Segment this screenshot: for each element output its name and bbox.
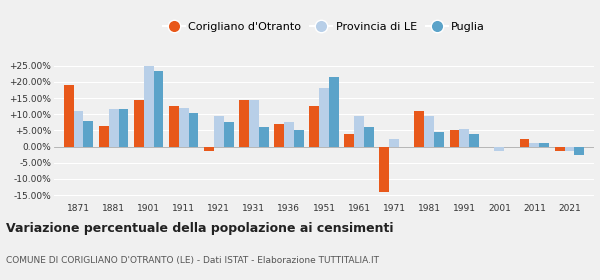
Bar — [119, 109, 128, 147]
Bar — [424, 116, 434, 147]
Bar — [494, 147, 504, 151]
Bar — [309, 106, 319, 147]
Bar — [449, 130, 460, 147]
Bar — [154, 71, 163, 147]
Bar — [74, 111, 83, 147]
Bar — [364, 127, 374, 147]
Bar — [259, 127, 269, 147]
Bar — [539, 143, 549, 147]
Bar — [389, 139, 399, 147]
Bar — [284, 122, 294, 147]
Bar — [319, 88, 329, 147]
Bar — [214, 116, 224, 147]
Bar — [434, 132, 444, 147]
Legend: Corigliano d'Otranto, Provincia di LE, Puglia: Corigliano d'Otranto, Provincia di LE, P… — [158, 18, 490, 37]
Bar — [179, 108, 188, 147]
Bar — [574, 147, 584, 155]
Bar — [249, 100, 259, 147]
Bar — [224, 122, 233, 147]
Bar — [134, 100, 144, 147]
Bar — [64, 85, 74, 147]
Bar — [109, 109, 119, 147]
Bar — [415, 111, 424, 147]
Bar — [354, 116, 364, 147]
Text: Variazione percentuale della popolazione ai censimenti: Variazione percentuale della popolazione… — [6, 222, 394, 235]
Bar — [144, 66, 154, 147]
Text: COMUNE DI CORIGLIANO D'OTRANTO (LE) - Dati ISTAT - Elaborazione TUTTITALIA.IT: COMUNE DI CORIGLIANO D'OTRANTO (LE) - Da… — [6, 256, 379, 265]
Bar — [529, 143, 539, 147]
Bar — [169, 106, 179, 147]
Bar — [555, 147, 565, 151]
Bar — [460, 129, 469, 147]
Bar — [329, 77, 339, 147]
Bar — [99, 125, 109, 147]
Bar — [204, 147, 214, 151]
Bar — [565, 147, 574, 151]
Bar — [274, 124, 284, 147]
Bar — [188, 113, 199, 147]
Bar — [239, 100, 249, 147]
Bar — [520, 139, 529, 147]
Bar — [83, 121, 93, 147]
Bar — [469, 134, 479, 147]
Bar — [344, 134, 354, 147]
Bar — [294, 130, 304, 147]
Bar — [379, 147, 389, 192]
